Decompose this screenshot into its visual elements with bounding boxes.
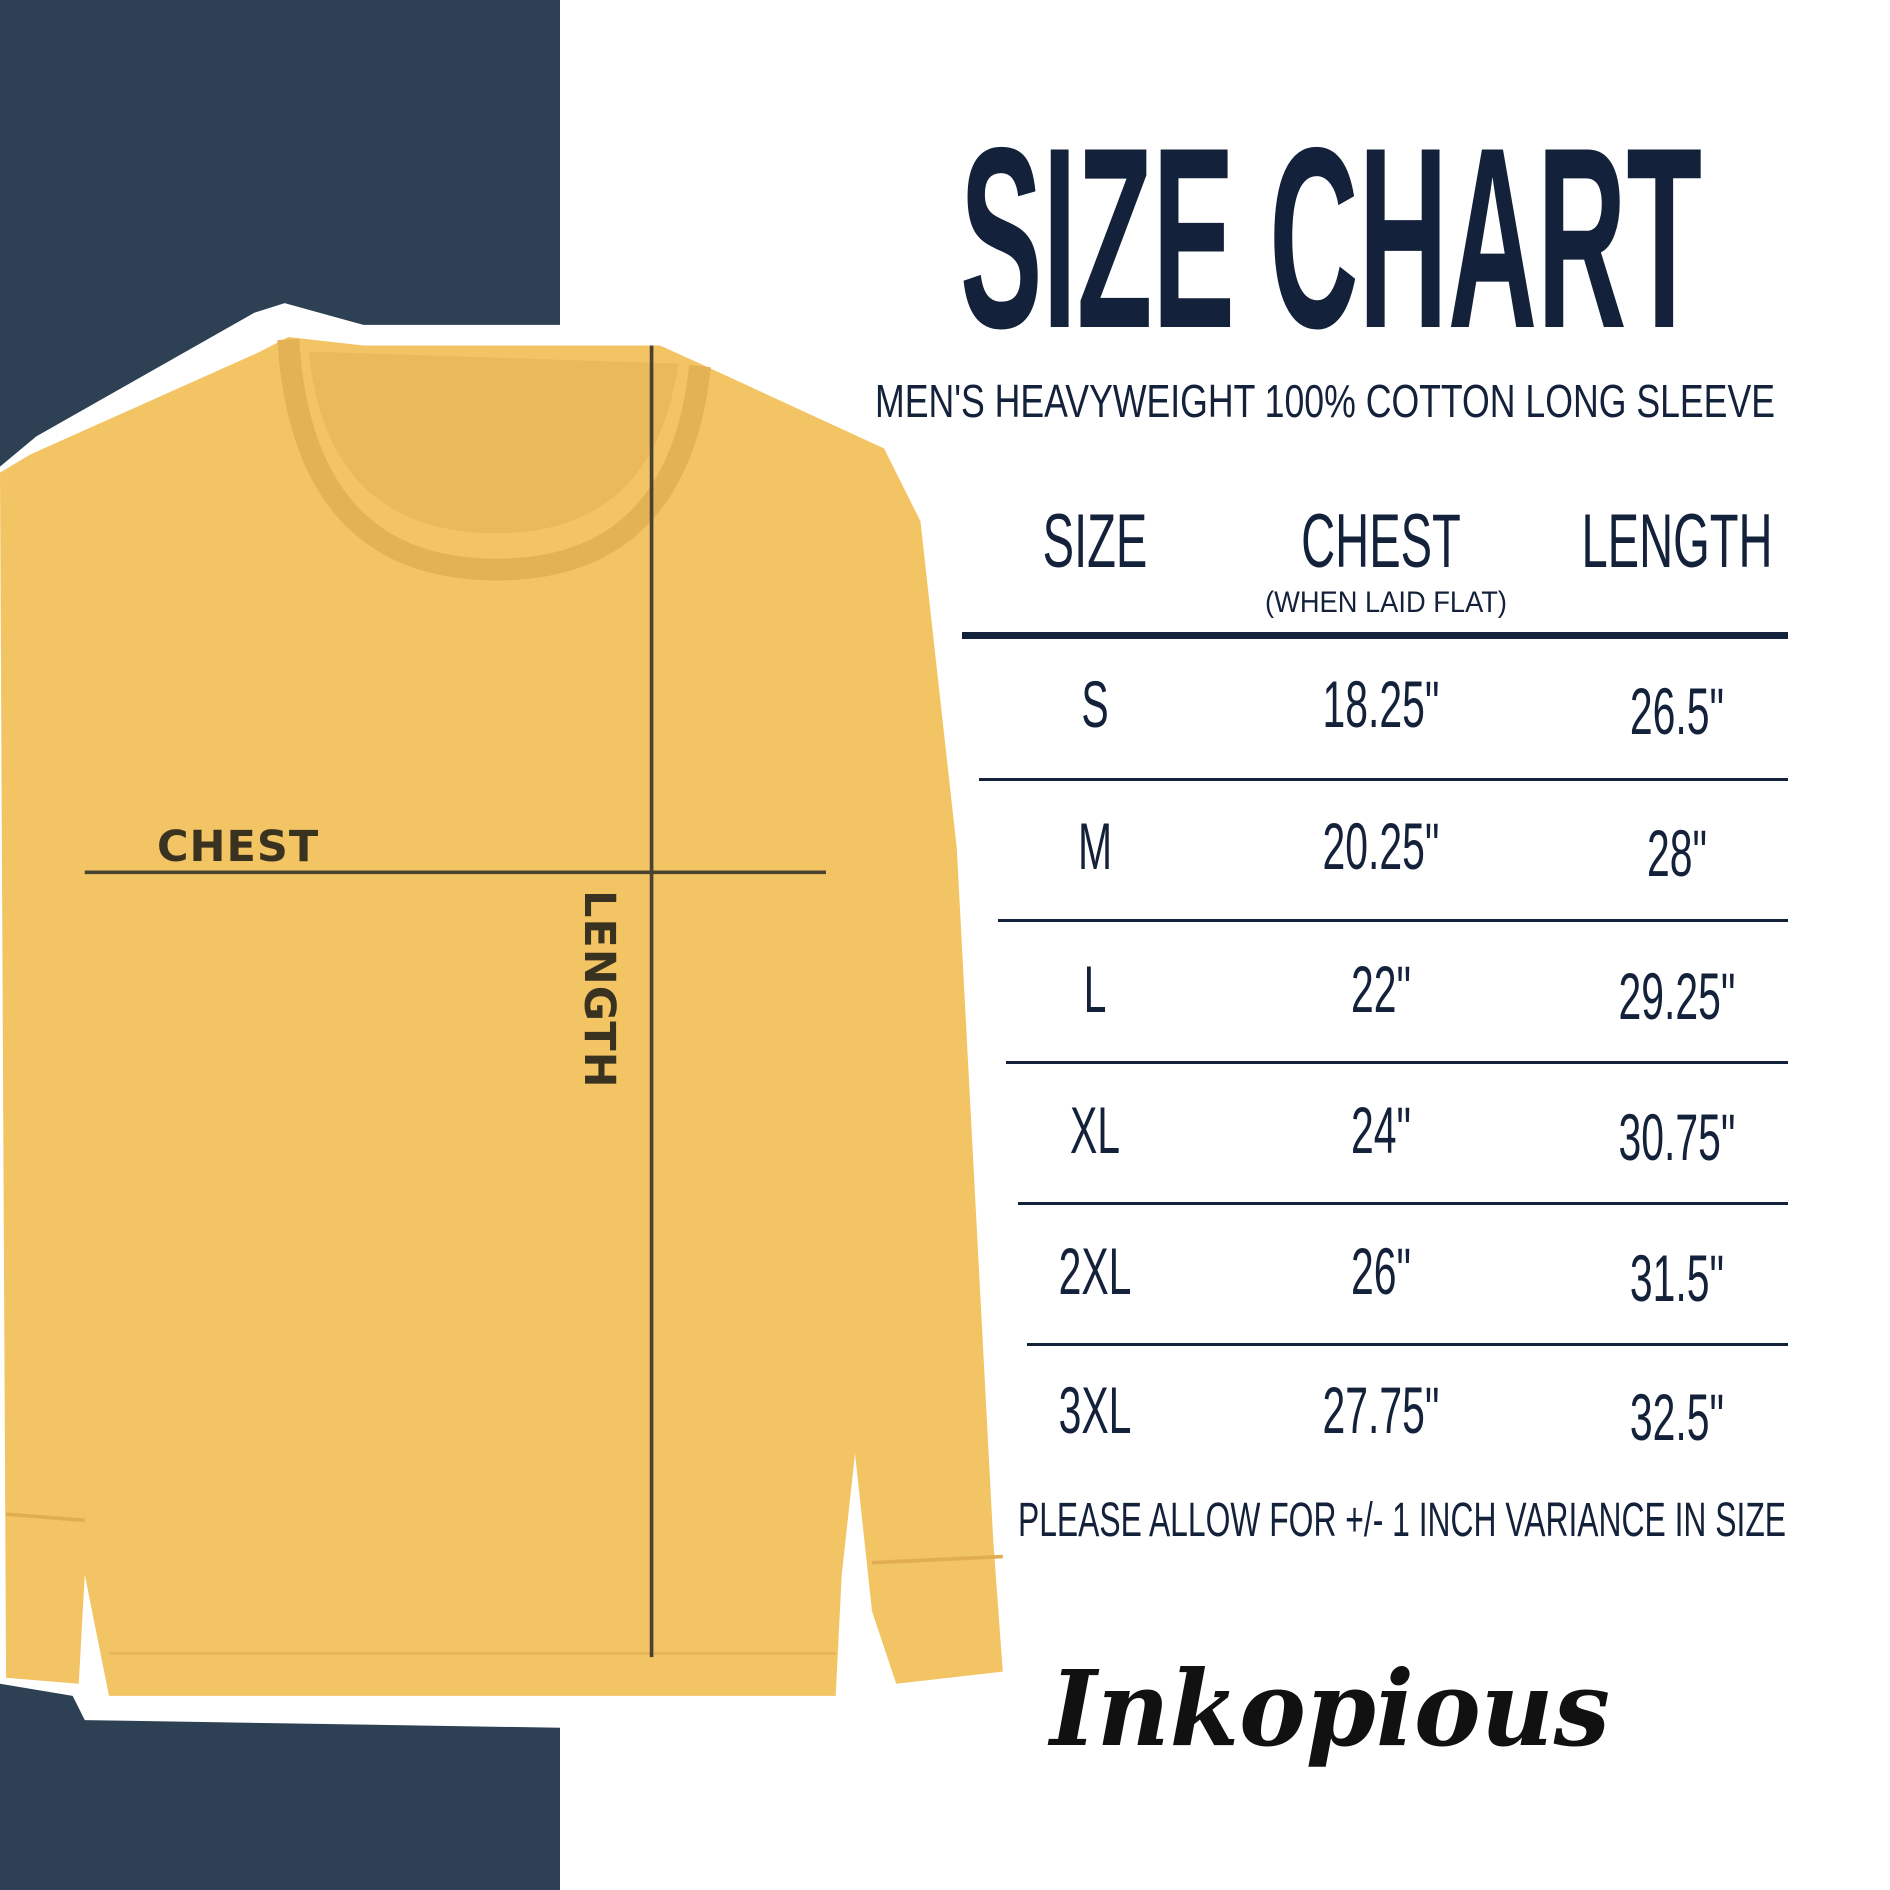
variance-note: PLEASE ALLOW FOR +/- 1 INCH VARIANCE IN … xyxy=(1018,1494,1786,1547)
brand-wordmark: Inkopious xyxy=(1047,1647,1610,1770)
brand-logo: Inkopious xyxy=(1047,1647,1610,1770)
chest-label: CHEST xyxy=(157,822,320,872)
cell-size: 2XL xyxy=(1059,1234,1132,1308)
row-divider xyxy=(1027,1343,1788,1346)
header-length: LENGTH xyxy=(1581,499,1772,584)
page-title: SIZE CHART xyxy=(960,93,1702,382)
cell-length: 29.25" xyxy=(1619,959,1736,1033)
header-size: SIZE xyxy=(1043,499,1148,584)
cell-length: 32.5" xyxy=(1630,1380,1724,1454)
cell-size: 3XL xyxy=(1059,1373,1132,1447)
row-divider xyxy=(998,919,1788,922)
cell-chest: 27.75" xyxy=(1323,1373,1440,1447)
cell-length: 30.75" xyxy=(1619,1100,1736,1174)
header-chest: CHEST xyxy=(1301,499,1461,584)
cell-size: S xyxy=(1081,667,1108,741)
table-rows: S 18.25" 26.5" M 20.25" 28" L 22" 29.25" XL 24" 30.… xyxy=(1059,667,1736,1454)
row-divider xyxy=(979,778,1788,781)
cell-length: 26.5" xyxy=(1630,674,1724,748)
cell-size: M xyxy=(1078,809,1112,883)
header-divider xyxy=(962,632,1788,639)
cell-chest: 22" xyxy=(1351,952,1411,1026)
size-table: SIZE CHART MEN'S HEAVYWEIGHT 100% COTTON… xyxy=(875,93,1786,1547)
row-divider xyxy=(1006,1061,1788,1064)
header-chest-sub: (WHEN LAID FLAT) xyxy=(1265,586,1507,619)
cell-chest: 24" xyxy=(1351,1093,1411,1167)
shirt-image xyxy=(0,337,1003,1696)
length-label: LENGTH xyxy=(574,890,624,1089)
cell-size: L xyxy=(1084,952,1107,1026)
cell-length: 31.5" xyxy=(1630,1241,1724,1315)
subtitle: MEN'S HEAVYWEIGHT 100% COTTON LONG SLEEV… xyxy=(875,375,1775,427)
cell-size: XL xyxy=(1070,1093,1120,1167)
row-divider xyxy=(1018,1202,1788,1205)
cell-length: 28" xyxy=(1647,816,1707,890)
cell-chest: 20.25" xyxy=(1323,809,1440,883)
cell-chest: 26" xyxy=(1351,1234,1411,1308)
cell-chest: 18.25" xyxy=(1323,667,1440,741)
